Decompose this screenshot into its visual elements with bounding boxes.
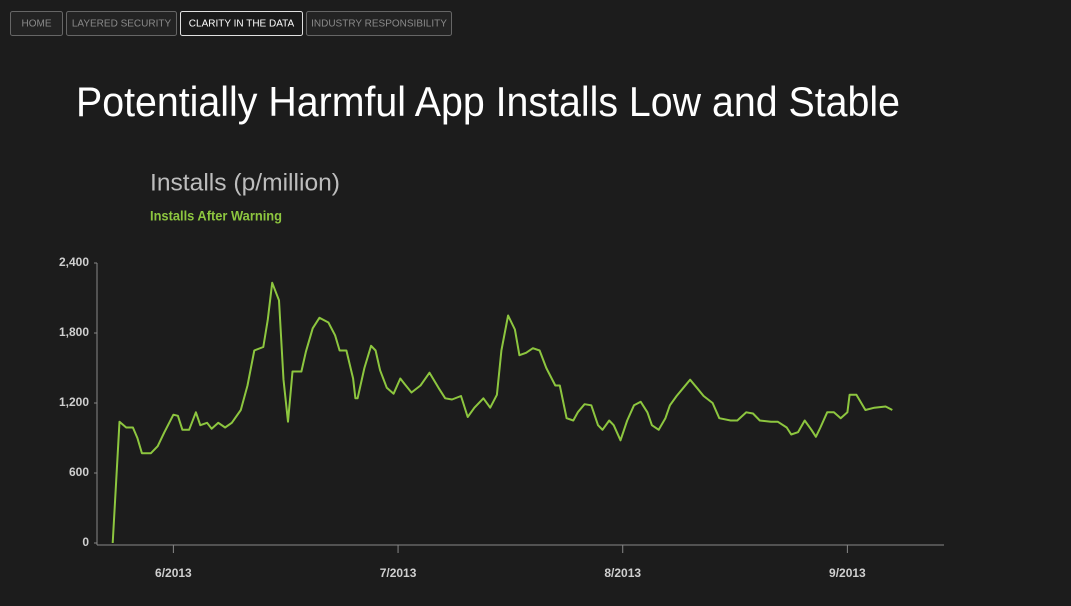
- y-tick-label: 600: [69, 465, 89, 479]
- nav-tab[interactable]: [66, 11, 177, 36]
- y-tick-label: 1,200: [59, 395, 89, 409]
- nav-tab-label[interactable]: CLARITY IN THE DATA: [189, 19, 295, 30]
- nav-tab-label[interactable]: INDUSTRY RESPONSIBILITY: [311, 19, 447, 30]
- x-tick-label: 6/2013: [155, 566, 192, 580]
- nav-tab-label[interactable]: HOME: [22, 19, 52, 30]
- y-tick-label: 2,400: [59, 255, 89, 269]
- chart-title: Installs (p/million): [150, 169, 340, 196]
- nav-tab[interactable]: [306, 11, 452, 36]
- x-tick-label: 8/2013: [604, 566, 641, 580]
- line-series: [111, 281, 893, 544]
- y-tick-label: 0: [82, 535, 89, 549]
- page-title: Potentially Harmful App Installs Low and…: [76, 78, 900, 125]
- nav-tab[interactable]: [10, 11, 63, 36]
- x-tick-label: 9/2013: [829, 566, 866, 580]
- nav-tab[interactable]: [180, 11, 303, 36]
- nav-tab-label[interactable]: LAYERED SECURITY: [72, 19, 172, 30]
- x-tick-label: 7/2013: [380, 566, 417, 580]
- y-tick-label: 1,800: [59, 325, 89, 339]
- legend-entry: Installs After Warning: [150, 208, 282, 224]
